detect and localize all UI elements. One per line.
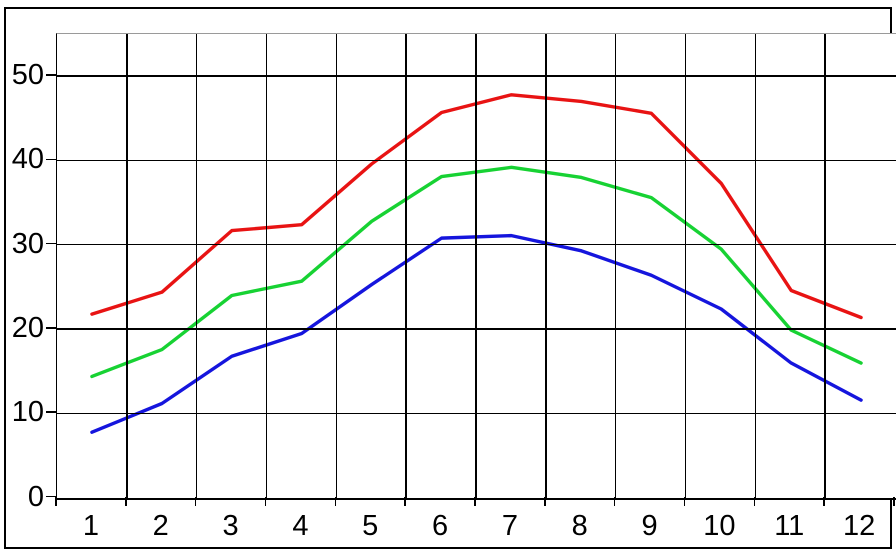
horizontal-gridline [57,159,896,162]
vertical-gridline [405,34,407,498]
vertical-gridline [614,34,617,498]
y-axis-tick [46,327,56,329]
y-axis-label: 0 [27,480,44,513]
x-axis-tick [125,496,127,506]
y-axis-tick [46,411,56,414]
x-axis-tick [474,496,476,506]
x-axis-tick [194,496,197,506]
vertical-gridline [824,34,826,498]
horizontal-gridline [57,328,896,330]
x-axis-tick [613,496,616,506]
x-axis-label: 4 [292,509,309,542]
vertical-gridline [754,34,757,498]
x-axis-tick [893,496,895,506]
horizontal-gridline [57,243,896,246]
x-axis-tick [823,496,825,506]
x-axis-label: 6 [432,509,449,542]
x-axis-label: 8 [571,509,588,542]
vertical-gridline [684,34,687,498]
x-axis-label: 7 [501,509,518,542]
x-axis-tick [404,496,406,506]
horizontal-gridline [57,75,896,77]
y-axis-label: 40 [11,143,44,176]
chart-frame: 0 10 20 30 40 50 1 2 3 4 5 6 7 8 9 10 11 12 [4,7,896,549]
vertical-gridline [475,34,477,498]
y-axis-tick [46,74,56,76]
x-axis-tick [683,496,686,506]
vertical-gridline [126,34,128,498]
y-axis-label: 50 [11,59,44,92]
vertical-gridline [335,34,338,498]
x-axis-label: 3 [222,509,239,542]
x-axis-tick [55,496,57,506]
x-axis-label: 9 [641,509,658,542]
x-axis-label: 5 [362,509,379,542]
x-axis-label: 12 [842,509,876,542]
x-axis-label: 10 [703,509,736,542]
vertical-gridline [195,34,198,498]
x-axis-label: 1 [82,509,99,542]
y-axis-tick [46,158,56,161]
y-axis-label: 20 [11,311,44,344]
y-axis-label: 30 [11,227,44,260]
x-axis-label: 11 [774,509,805,542]
x-axis-tick [544,496,546,506]
y-axis-label: 10 [11,396,44,429]
y-axis-tick [46,242,56,245]
x-axis-label: 2 [152,509,169,542]
vertical-gridline [265,34,268,498]
x-axis-tick [334,496,337,506]
x-axis-tick [753,496,756,506]
horizontal-gridline [57,412,896,414]
y-axis-tick [46,495,56,498]
x-axis-tick [264,496,267,506]
plot-area [56,33,896,500]
vertical-gridline [545,34,547,498]
